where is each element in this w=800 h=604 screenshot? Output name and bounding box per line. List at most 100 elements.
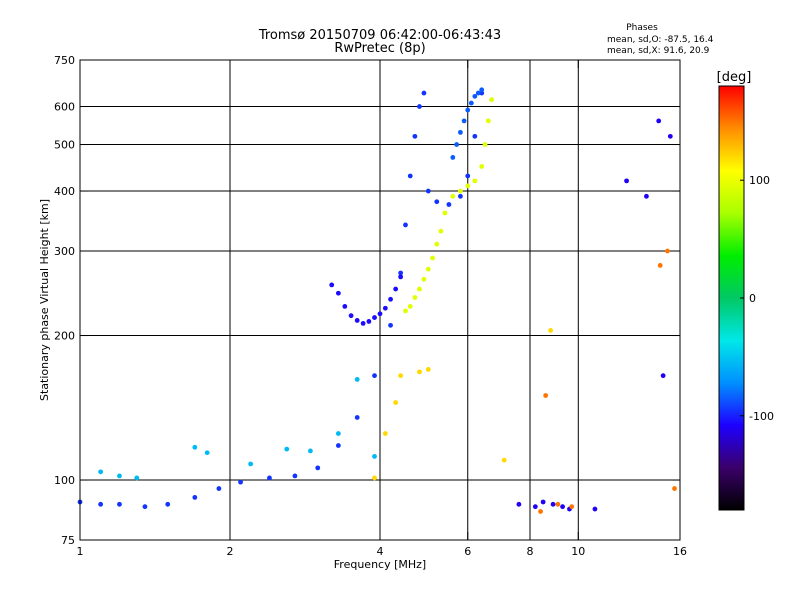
- data-point: [248, 461, 254, 467]
- x-tick-label: 6: [464, 545, 471, 558]
- y-tick-label: 400: [54, 185, 75, 198]
- data-point: [450, 193, 456, 199]
- phases-line-o: mean, sd,O: -87.5, 16.4: [607, 35, 714, 45]
- data-point: [417, 286, 422, 292]
- data-point: [660, 373, 666, 379]
- series-4: [403, 97, 495, 314]
- data-point: [142, 504, 148, 510]
- data-point: [134, 475, 140, 481]
- data-point: [532, 504, 538, 510]
- data-point: [472, 133, 478, 139]
- data-point: [372, 454, 377, 459]
- data-point: [354, 377, 360, 382]
- y-tick-label: 300: [54, 245, 75, 258]
- colorbar-gradient: [718, 85, 745, 511]
- x-tick-label: 2: [227, 545, 234, 558]
- x-tick-label: 10: [571, 545, 585, 558]
- colorbar-tick-label: -100: [749, 410, 774, 423]
- data-point: [315, 465, 321, 471]
- data-point: [458, 188, 463, 194]
- data-point: [548, 327, 554, 333]
- data-point: [501, 457, 507, 463]
- data-point: [656, 118, 662, 124]
- data-point: [454, 142, 460, 147]
- data-point: [360, 320, 366, 326]
- data-point: [382, 431, 388, 436]
- data-point: [267, 475, 272, 481]
- data-point: [421, 90, 427, 96]
- data-point: [475, 90, 481, 96]
- y-tick-label: 600: [54, 101, 75, 114]
- data-point: [407, 304, 413, 309]
- data-point: [446, 202, 452, 207]
- data-point: [421, 276, 427, 282]
- data-point: [335, 443, 341, 448]
- data-point: [543, 393, 549, 398]
- data-point: [489, 97, 495, 103]
- colorbar-tick-label: 100: [749, 174, 770, 187]
- data-point: [308, 448, 313, 454]
- data-point: [372, 373, 377, 379]
- data-point: [382, 305, 388, 311]
- data-point: [165, 501, 171, 507]
- data-point: [354, 415, 360, 420]
- data-point: [425, 266, 431, 272]
- data-point: [425, 367, 431, 372]
- data-point: [417, 369, 422, 375]
- data-point: [644, 193, 649, 199]
- colorbar-tick-label: 0: [749, 292, 756, 305]
- gridlines: [80, 60, 680, 540]
- x-tick-label: 1: [77, 545, 84, 558]
- data-point: [479, 87, 485, 93]
- series-6: [516, 118, 673, 512]
- data-point: [117, 501, 122, 507]
- series-7: [538, 248, 677, 514]
- y-axis-ticks: 75 100 200 300 400 500 600 750: [54, 54, 680, 547]
- data-point: [342, 304, 348, 309]
- data-point: [665, 248, 670, 254]
- data-point: [461, 118, 467, 124]
- data-point: [372, 475, 377, 481]
- phases-line-x: mean, sd,X: 91.6, 20.9: [607, 46, 710, 56]
- x-tick-label: 16: [673, 545, 687, 558]
- data-point: [434, 241, 440, 247]
- data-point: [366, 319, 372, 324]
- data-point: [624, 178, 629, 184]
- data-point: [442, 210, 448, 216]
- series-1: [329, 274, 404, 326]
- colorbar-label: [deg]: [717, 70, 752, 85]
- data-point: [377, 311, 383, 317]
- data-point: [450, 155, 456, 160]
- data-point: [434, 199, 440, 205]
- y-tick-label: 500: [54, 139, 75, 152]
- series-3: [98, 377, 377, 481]
- x-axis-label: Frequency [MHz]: [334, 558, 426, 571]
- data-point: [657, 262, 663, 268]
- data-point: [425, 188, 431, 194]
- data-point: [555, 501, 561, 507]
- data-point: [540, 499, 546, 505]
- data-point: [550, 501, 556, 507]
- colorbar-ticks: 100 0 -100: [740, 174, 774, 423]
- data-point: [192, 444, 198, 450]
- data-point: [472, 178, 478, 184]
- data-point: [292, 473, 298, 479]
- data-point: [417, 104, 422, 109]
- y-tick-label: 750: [54, 54, 75, 67]
- data-point: [398, 270, 404, 276]
- data-point: [398, 274, 404, 280]
- data-point: [393, 286, 399, 292]
- data-point: [98, 469, 104, 475]
- data-point: [284, 446, 290, 452]
- data-point: [458, 193, 463, 199]
- data-point: [465, 107, 471, 113]
- data-point: [472, 93, 478, 99]
- data-point: [560, 504, 565, 510]
- data-point: [412, 295, 418, 300]
- data-point: [479, 164, 485, 169]
- data-point: [238, 479, 243, 485]
- chart-title: Tromsø 20150709 06:42:00-06:43:43: [258, 28, 501, 43]
- data-point: [465, 183, 471, 189]
